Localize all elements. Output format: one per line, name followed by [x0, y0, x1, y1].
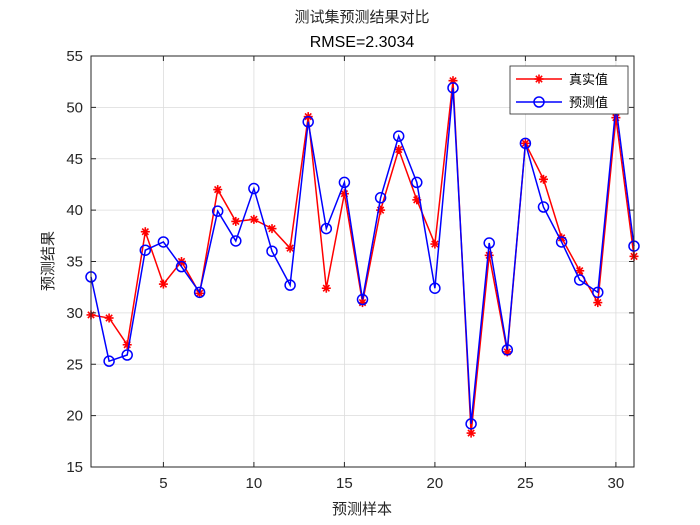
data-point — [140, 227, 150, 237]
data-point — [429, 282, 441, 294]
data-point — [230, 235, 242, 247]
data-point — [266, 245, 278, 257]
legend-label-0: 真实值 — [569, 72, 608, 88]
data-point — [447, 82, 459, 94]
data-point — [158, 279, 168, 289]
data-point — [356, 293, 369, 306]
y-tick-label: 30 — [66, 305, 83, 322]
legend-label-1: 预测值 — [569, 95, 608, 111]
legend-marker-0 — [534, 74, 544, 84]
data-point — [338, 176, 351, 189]
data-point — [575, 266, 585, 276]
data-point — [267, 224, 277, 234]
x-tick-label: 20 — [427, 475, 444, 492]
data-point — [321, 283, 331, 293]
y-tick-label: 20 — [66, 408, 83, 425]
data-point — [157, 236, 170, 248]
data-point — [519, 137, 532, 150]
legend-item-0: 真实值 — [516, 72, 608, 88]
data-point — [539, 174, 548, 184]
chart-title: 测试集预测结果对比 — [294, 8, 429, 26]
y-tick-label: 55 — [66, 48, 83, 65]
data-point — [593, 298, 603, 308]
legend-marker-1 — [533, 96, 545, 108]
data-point — [573, 274, 586, 286]
data-point — [320, 222, 333, 235]
legend-box — [509, 65, 629, 115]
y-tick-label: 25 — [66, 356, 83, 373]
x-tick-label: 25 — [517, 475, 534, 492]
x-tick-label: 30 — [608, 475, 625, 492]
data-point — [537, 201, 550, 213]
data-point — [592, 286, 604, 299]
data-point — [193, 286, 206, 299]
data-point — [139, 244, 152, 256]
data-point — [465, 418, 477, 430]
y-tick-label: 50 — [66, 99, 83, 116]
data-point — [394, 145, 404, 155]
data-point — [430, 239, 440, 249]
data-point — [175, 260, 188, 273]
data-point — [555, 236, 568, 248]
chart-subtitle: RMSE=2.3034 — [310, 34, 415, 51]
x-tick-label: 10 — [246, 475, 263, 492]
legend-marker-symbol — [533, 96, 545, 108]
data-point — [483, 237, 495, 249]
y-tick-label: 40 — [66, 202, 83, 219]
legend-marker-symbol — [534, 74, 544, 84]
data-point — [374, 192, 387, 204]
data-point — [501, 344, 514, 356]
ticks: 5 10 15 20 25 30 15 20 25 30 35 40 45 50 55 — [66, 48, 634, 492]
series-line-1 — [90, 87, 635, 424]
data-point — [211, 205, 224, 217]
x-tick-label: 15 — [336, 475, 353, 492]
x-axis-label: 预测样本 — [332, 500, 392, 518]
y-tick-label: 35 — [66, 254, 83, 271]
data-point — [392, 130, 405, 142]
y-axis-label: 预测结果 — [39, 231, 57, 291]
data-point — [103, 355, 115, 367]
data-point — [411, 176, 423, 189]
data-point — [284, 279, 296, 291]
data-point — [104, 313, 114, 323]
x-tick-label: 5 — [159, 475, 167, 492]
y-tick-label: 45 — [66, 151, 83, 168]
data-point — [466, 428, 476, 438]
legend-item-1: 预测值 — [516, 95, 608, 111]
data-point — [285, 243, 295, 253]
legend: 真实值 预测值 — [509, 65, 629, 115]
y-tick-label: 15 — [66, 459, 83, 476]
data-point — [231, 216, 241, 226]
data-point — [121, 349, 133, 361]
data-point — [213, 185, 223, 195]
data-point — [249, 214, 259, 224]
data-point — [248, 182, 260, 195]
data-point — [302, 116, 314, 128]
